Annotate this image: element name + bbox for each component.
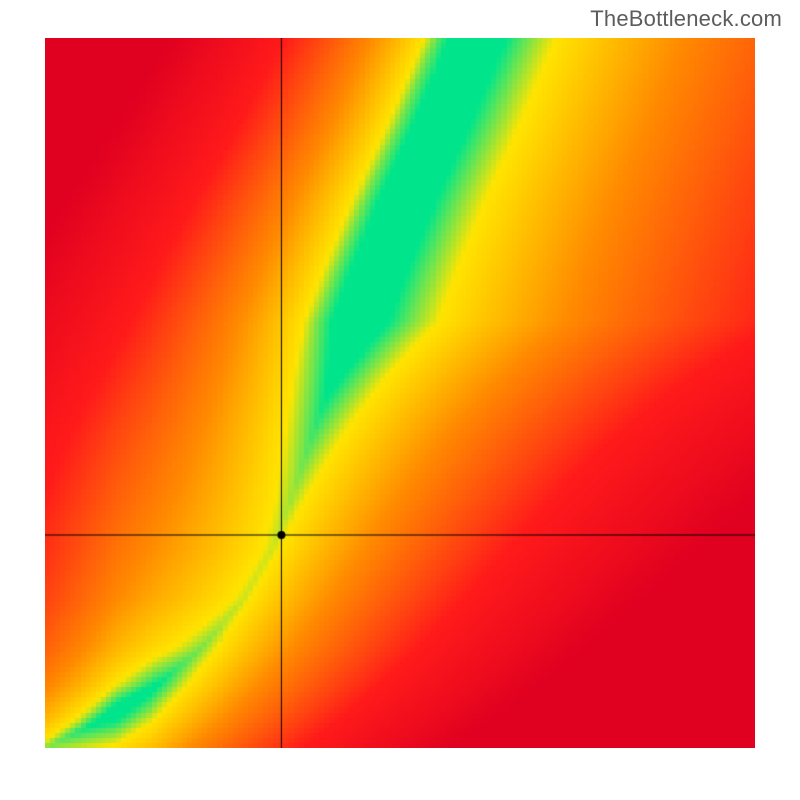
heatmap-frame: [45, 38, 755, 748]
heatmap-canvas: [45, 38, 755, 748]
watermark: TheBottleneck.com: [590, 6, 782, 32]
